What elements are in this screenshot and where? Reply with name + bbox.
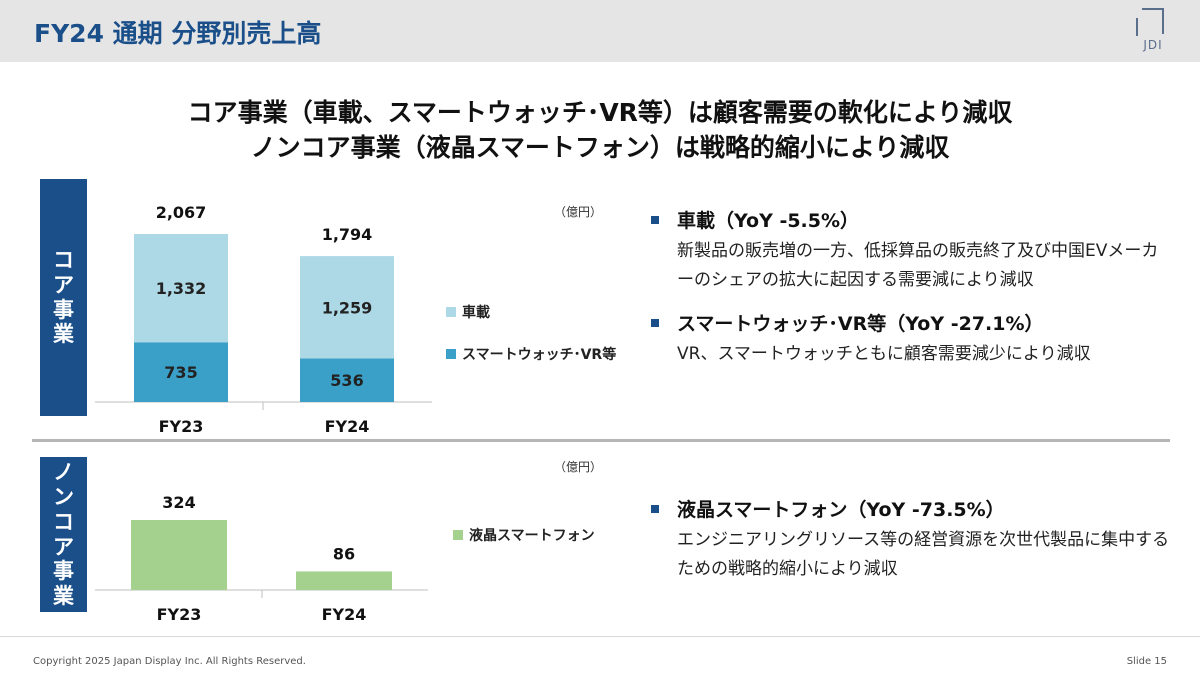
footer-divider: [0, 636, 1200, 637]
legend-smartwatch-vr: スマートウォッチ･VR等: [446, 344, 616, 364]
core-label-char: コ: [53, 247, 74, 272]
x-tick-label: FY23: [157, 605, 202, 624]
noncore-label-char: 業: [53, 584, 74, 609]
legend-swatch-automotive: [446, 307, 456, 317]
noncore-sales-chart: 324 FY23 86 FY24: [95, 493, 428, 624]
data-label-smartwatch-vr: 536: [330, 371, 363, 390]
core-label-char: 事: [53, 297, 74, 322]
legend-swatch-smartwatch-vr: [446, 349, 456, 359]
bar-automotive: [134, 234, 228, 343]
noncore-label-char: 事: [53, 559, 74, 584]
core-label-char: 業: [53, 322, 74, 347]
bullet-icon: [651, 504, 659, 513]
copyright-text: Copyright 2025 Japan Display Inc. All Ri…: [33, 656, 306, 667]
data-label-lcd-smartphone: 324: [162, 493, 195, 512]
headline-noncore: ノンコア事業（液晶スマートフォン）は戦略的縮小により減収: [250, 133, 950, 162]
jdi-logo-text: JDI: [1143, 38, 1163, 52]
note-title-automotive: 車載（YoY -5.5%）: [651, 206, 1171, 233]
note-title-lcd-smartphone: 液晶スマートフォン（YoY -73.5%）: [651, 495, 1171, 522]
legend-label-smartwatch-vr: スマートウォッチ･VR等: [462, 347, 617, 363]
jdi-logo-mark: [1136, 8, 1164, 36]
noncore-label-char: ン: [53, 484, 74, 509]
slide-title: FY24 通期 分野別売上高: [34, 19, 322, 48]
bullet-icon: [651, 215, 659, 224]
note-title-text: 車載（YoY -5.5%）: [677, 210, 860, 232]
noncore-label-char: コ: [53, 509, 74, 534]
noncore-unit-label: （億円）: [554, 460, 603, 474]
headline-core: コア事業（車載、スマートウォッチ･VR等）は顧客需要の軟化により減収: [187, 98, 1013, 127]
noncore-business-label: ノ ン コ ア 事 業: [40, 457, 87, 612]
legend-swatch-lcd-smartphone: [453, 530, 463, 540]
note-title-smartwatch-vr: スマートウォッチ･VR等（YoY -27.1%）: [651, 309, 1171, 336]
note-body-automotive: 新製品の販売増の一方、低採算品の販売終了及び中国EVメーカーのシェアの拡大に起因…: [677, 241, 1159, 290]
noncore-label-char: ノ: [53, 460, 74, 485]
note-lcd-smartphone: 液晶スマートフォン（YoY -73.5%） エンジニアリングリソース等の経営資源…: [651, 495, 1171, 584]
noncore-label-char: ア: [53, 534, 74, 559]
note-body-smartwatch-vr: VR、スマートウォッチともに顧客需要減少により減収: [677, 344, 1091, 364]
legend-label-automotive: 車載: [462, 305, 490, 321]
section-divider: [32, 439, 1170, 442]
core-business-label: コ ア 事 業: [40, 179, 87, 416]
data-label-total: 1,794: [322, 225, 373, 244]
bar-smartwatch-vr: [300, 358, 394, 402]
note-body-lcd-smartphone: エンジニアリングリソース等の経営資源を次世代製品に集中するための戦略的縮小により…: [677, 530, 1170, 579]
note-title-text: 液晶スマートフォン（YoY -73.5%）: [677, 499, 1005, 521]
slide-number: Slide 15: [1126, 656, 1167, 667]
x-tick-label: FY23: [159, 417, 204, 436]
note-title-text: スマートウォッチ･VR等（YoY -27.1%）: [677, 313, 1044, 335]
legend-label-lcd-smartphone: 液晶スマートフォン: [469, 528, 595, 544]
data-label-automotive: 1,332: [156, 279, 207, 298]
data-label-automotive: 1,259: [322, 298, 373, 317]
bar-lcd-smartphone: [131, 520, 227, 590]
x-tick-label: FY24: [325, 417, 370, 436]
noncore-notes: 液晶スマートフォン（YoY -73.5%） エンジニアリングリソース等の経営資源…: [651, 495, 1171, 598]
slide-header: FY24 通期 分野別売上高 JDI: [0, 0, 1200, 62]
data-label-total: 2,067: [156, 203, 207, 222]
note-smartwatch-vr: スマートウォッチ･VR等（YoY -27.1%） VR、スマートウォッチともに顧…: [651, 309, 1171, 369]
core-sales-chart: 735 1,332 2,067 FY23 536 1,259 1,794 FY24: [95, 203, 432, 436]
x-tick-label: FY24: [322, 605, 367, 624]
data-label-lcd-smartphone: 86: [333, 544, 355, 563]
bullet-icon: [651, 318, 659, 327]
bar-smartwatch-vr: [134, 342, 228, 402]
note-automotive: 車載（YoY -5.5%） 新製品の販売増の一方、低採算品の販売終了及び中国EV…: [651, 206, 1171, 295]
jdi-logo: JDI: [1136, 8, 1170, 54]
core-label-char: ア: [53, 272, 74, 297]
core-notes: 車載（YoY -5.5%） 新製品の販売増の一方、低採算品の販売終了及び中国EV…: [651, 206, 1171, 383]
bar-automotive: [300, 256, 394, 359]
data-label-smartwatch-vr: 735: [164, 363, 197, 382]
core-unit-label: （億円）: [554, 205, 603, 219]
bar-lcd-smartphone: [296, 571, 392, 590]
legend-automotive: 車載: [446, 302, 490, 322]
legend-lcd-smartphone: 液晶スマートフォン: [453, 525, 595, 545]
